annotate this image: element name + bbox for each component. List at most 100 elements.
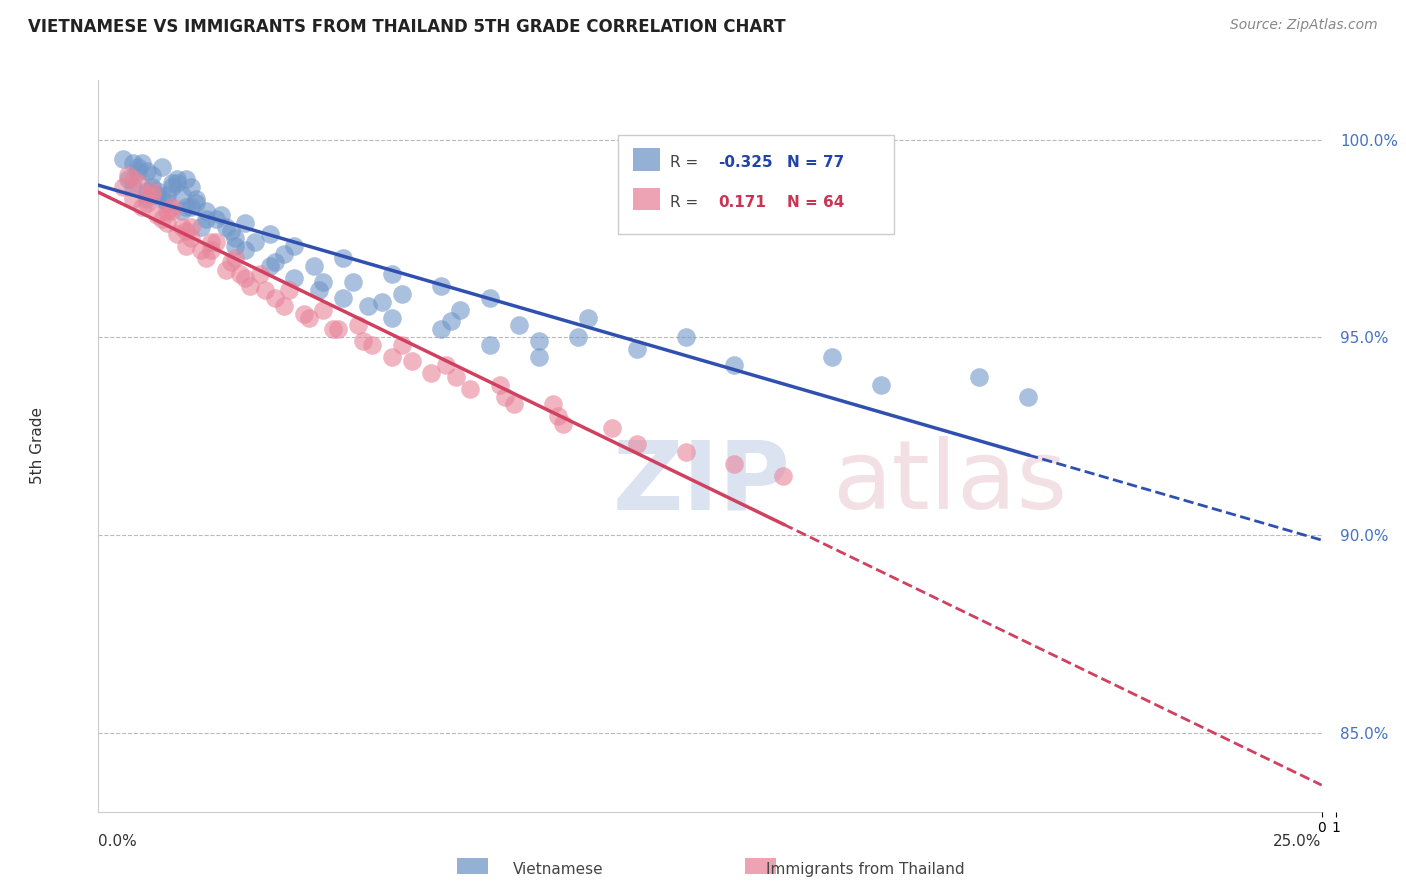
- Point: [259, 227, 281, 242]
- Point: [176, 239, 198, 253]
- Point: [322, 322, 344, 336]
- Point: [170, 188, 193, 202]
- Point: [117, 168, 139, 182]
- Point: [283, 239, 305, 253]
- Point: [136, 188, 159, 202]
- Point: [200, 235, 222, 250]
- Point: [401, 354, 423, 368]
- Point: [488, 377, 510, 392]
- Point: [420, 366, 443, 380]
- Point: [273, 247, 295, 261]
- Point: [263, 255, 285, 269]
- Point: [233, 216, 256, 230]
- Point: [626, 342, 648, 356]
- Point: [259, 259, 281, 273]
- Bar: [619, 136, 894, 234]
- Point: [600, 421, 623, 435]
- Point: [111, 153, 134, 167]
- Point: [332, 251, 354, 265]
- Point: [328, 322, 350, 336]
- Point: [195, 251, 218, 265]
- Point: [283, 271, 305, 285]
- Point: [190, 244, 212, 258]
- Point: [186, 195, 208, 210]
- Point: [371, 294, 394, 309]
- Point: [478, 338, 501, 352]
- Point: [352, 334, 374, 349]
- Point: [141, 188, 163, 202]
- Point: [229, 267, 252, 281]
- Point: [298, 310, 321, 325]
- Text: N = 77: N = 77: [787, 155, 845, 170]
- Point: [219, 255, 242, 269]
- Point: [200, 244, 222, 258]
- Point: [121, 156, 143, 170]
- Point: [136, 164, 159, 178]
- Point: [121, 192, 143, 206]
- Point: [121, 172, 143, 186]
- Text: 0.171: 0.171: [718, 195, 766, 210]
- Point: [136, 184, 159, 198]
- Point: [131, 156, 153, 170]
- Point: [567, 330, 589, 344]
- Point: [195, 211, 218, 226]
- Point: [180, 180, 202, 194]
- Text: atlas: atlas: [832, 436, 1067, 529]
- Point: [219, 223, 242, 237]
- Point: [870, 377, 893, 392]
- Point: [292, 307, 315, 321]
- Point: [121, 180, 143, 194]
- Point: [1017, 390, 1039, 404]
- Point: [239, 278, 262, 293]
- Point: [356, 299, 378, 313]
- Point: [224, 251, 246, 265]
- Point: [209, 208, 232, 222]
- Point: [430, 278, 453, 293]
- Point: [141, 180, 163, 194]
- Text: N = 64: N = 64: [787, 195, 845, 210]
- Point: [111, 180, 134, 194]
- Point: [440, 314, 463, 328]
- Text: R =: R =: [669, 195, 703, 210]
- Point: [308, 283, 330, 297]
- Point: [136, 192, 159, 206]
- Point: [391, 286, 413, 301]
- Point: [176, 172, 198, 186]
- Point: [117, 172, 139, 186]
- Point: [170, 203, 193, 218]
- Point: [434, 358, 457, 372]
- Point: [381, 267, 404, 281]
- Point: [233, 271, 256, 285]
- Point: [127, 164, 149, 178]
- Point: [576, 310, 599, 325]
- Point: [150, 192, 173, 206]
- Point: [170, 219, 193, 234]
- Point: [342, 275, 364, 289]
- Point: [243, 235, 266, 250]
- Point: [381, 350, 404, 364]
- Point: [190, 219, 212, 234]
- Bar: [745, 858, 776, 874]
- Point: [166, 172, 188, 186]
- Point: [141, 168, 163, 182]
- Point: [160, 176, 183, 190]
- Point: [391, 338, 413, 352]
- Point: [186, 192, 208, 206]
- Text: Source: ZipAtlas.com: Source: ZipAtlas.com: [1230, 18, 1378, 32]
- Point: [723, 358, 745, 372]
- Point: [547, 409, 569, 424]
- Point: [346, 318, 368, 333]
- Bar: [633, 148, 659, 171]
- Point: [361, 338, 384, 352]
- Point: [146, 184, 169, 198]
- Point: [233, 244, 256, 258]
- Text: VIETNAMESE VS IMMIGRANTS FROM THAILAND 5TH GRADE CORRELATION CHART: VIETNAMESE VS IMMIGRANTS FROM THAILAND 5…: [28, 18, 786, 36]
- Point: [312, 302, 335, 317]
- Point: [444, 369, 467, 384]
- Text: R =: R =: [669, 155, 703, 170]
- Point: [527, 350, 550, 364]
- Point: [136, 195, 159, 210]
- Point: [527, 334, 550, 349]
- Text: 5th Grade: 5th Grade: [30, 408, 45, 484]
- Text: 25.0%: 25.0%: [1274, 834, 1322, 848]
